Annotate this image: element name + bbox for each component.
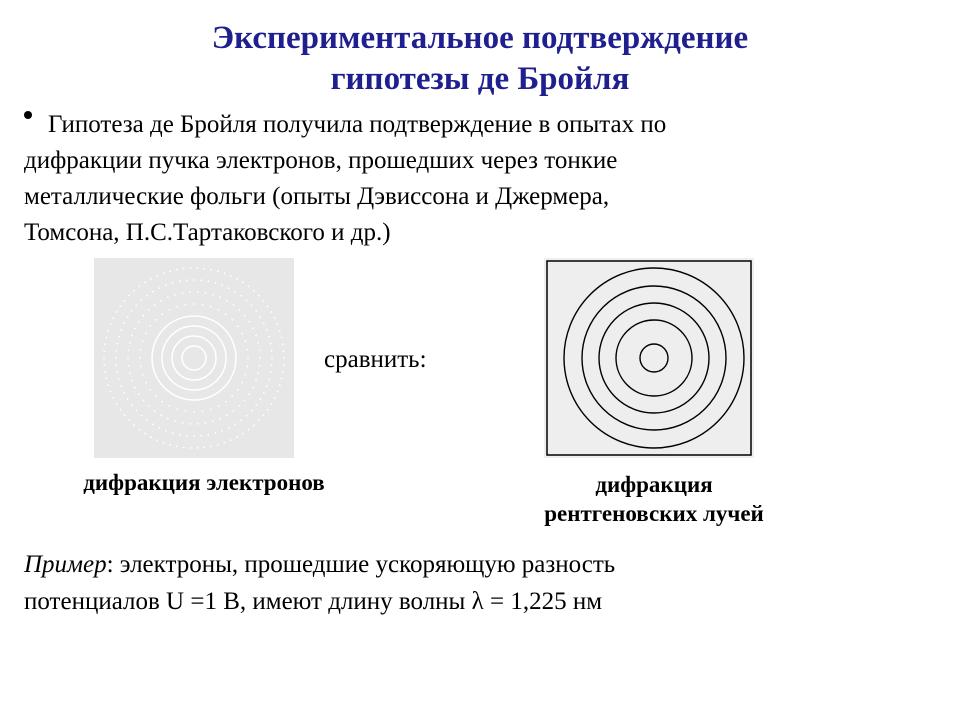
compare-label: сравнить: xyxy=(324,346,427,374)
bullet-icon xyxy=(24,111,32,119)
figures-row: сравнить: xyxy=(24,258,936,468)
example-label: Пример xyxy=(24,551,107,578)
caption-electron: дифракция электронов xyxy=(54,470,354,496)
para-line-1: Гипотеза де Бройля получила подтверждени… xyxy=(24,107,936,143)
example-text: Пример: электроны, прошедшие ускоряющую … xyxy=(24,546,936,621)
example-line-1: : электроны, прошедшие ускоряющую разнос… xyxy=(107,551,616,578)
para-line-4: Томсона, П.С.Тартаковского и др.) xyxy=(24,219,391,246)
example-line-2: потенциалов U =1 В, имеют длину волны λ … xyxy=(24,588,602,615)
title-line-2: гипотезы де Бройля xyxy=(331,61,630,97)
caption-xray: дифракция рентгеновских лучей xyxy=(514,470,794,530)
figure-captions: дифракция электронов дифракция рентгенов… xyxy=(24,470,936,542)
para-line-2: дифракции пучка электронов, прошедших че… xyxy=(24,147,617,174)
caption-xray-line-1: дифракция xyxy=(595,472,712,497)
caption-xray-line-2: рентгеновских лучей xyxy=(544,501,764,526)
electron-diffraction-figure xyxy=(94,258,294,458)
title-line-1: Экспериментальное подтверждение xyxy=(212,20,748,56)
xray-diffraction-figure xyxy=(544,258,754,458)
body-paragraph: Гипотеза де Бройля получила подтверждени… xyxy=(24,107,936,252)
slide-title: Экспериментальное подтверждение гипотезы… xyxy=(24,18,936,101)
para-line-3: металлические фольги (опыты Дэвиссона и … xyxy=(24,183,609,210)
